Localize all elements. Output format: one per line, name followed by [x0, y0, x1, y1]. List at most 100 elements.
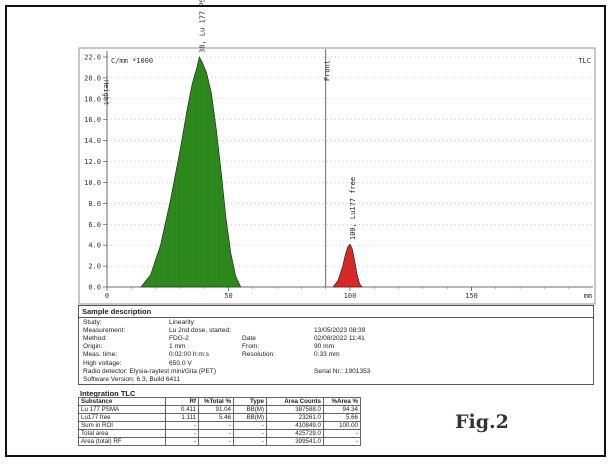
table-cell: Total area: [78, 429, 166, 438]
sample-label2: Resolution:: [242, 351, 275, 359]
table-cell: Lu177 free: [78, 413, 166, 422]
column-header: Rf: [165, 397, 199, 406]
table-cell: BB(M): [233, 413, 267, 422]
sample-value: FDG-2: [169, 335, 189, 343]
table-cell: -: [233, 429, 267, 438]
table-cell: BB(M): [233, 405, 267, 414]
integration-table: Substance Rf %Total % Type Area Counts %Area …: [78, 397, 361, 446]
table-header-row: Substance Rf %Total % Type Area Counts %Area …: [78, 397, 361, 406]
x-unit-label: mm: [584, 292, 592, 300]
sample-value: 1 mm: [169, 343, 186, 351]
table-row: Total area - - -425729.0-: [78, 429, 361, 438]
table-row: Area (total) RF - - -399541.0-: [78, 437, 361, 446]
table-cell: -: [165, 429, 199, 438]
sample-value2: 90 mm: [314, 343, 335, 351]
sample-row: Study: Linearity: [79, 319, 593, 327]
sample-label: High voltage:: [83, 359, 122, 367]
sample-label: Study:: [83, 319, 102, 326]
sample-label2: From:: [242, 343, 260, 351]
table-cell: 410849.0: [266, 421, 324, 430]
y-tick-label: 16.0: [84, 116, 101, 124]
table-cell: -: [165, 421, 199, 430]
y-axis-label: Height: [102, 80, 110, 105]
front-marker-label: Front: [324, 60, 332, 81]
table-cell: -: [323, 429, 361, 438]
sample-label2: Date: [242, 335, 256, 343]
table-cell: Area (total) RF: [78, 437, 166, 446]
y-tick-label: 10.0: [84, 179, 101, 187]
table-cell: 91.04: [198, 405, 234, 414]
y-tick-label: 0.0: [88, 284, 101, 292]
sample-row: Meas. time: 0:02:00 h:m:s Resolution: 0.33 …: [79, 351, 593, 359]
y-tick-label: 14.0: [84, 137, 101, 145]
table-cell: Lu 177 PSMA: [78, 405, 166, 414]
sample-row: Measurement: Lu 2nd dose, started: 13/05/2…: [79, 327, 593, 335]
table-row: Lu 177 PSMA 0.411 91.04 BB(M) 387588.0 94.34: [78, 405, 361, 414]
sample-value: Lu 2nd dose, started:: [169, 327, 231, 335]
x-tick-label: 50: [224, 292, 232, 300]
table-cell: -: [233, 437, 267, 446]
sample-value2: 0.33 mm: [314, 351, 340, 359]
divider: [79, 317, 593, 318]
y-tick-label: 12.0: [84, 158, 101, 166]
table-row: Sum in ROI - - -410849.0 100.00: [78, 421, 361, 430]
integration-title: Integration TLC: [80, 389, 136, 398]
table-cell: 387588.0: [266, 405, 324, 414]
sample-row: Radio detector: Elysia-raytest mini/Gita…: [79, 368, 593, 376]
peak-label-0: 38, Lu 177 PSMA: [198, 0, 206, 53]
sample-label: Method:: [83, 335, 107, 343]
table-cell: -: [323, 437, 361, 446]
y-tick-label: 18.0: [84, 95, 101, 103]
y-unit-label: C/mm *1000: [111, 57, 153, 65]
figure-label: Fig.2: [455, 411, 509, 433]
column-header: Substance: [78, 397, 166, 406]
sample-value2: Serial Nr.: 1901353: [314, 367, 371, 375]
sample-label: Software Version: 6.3, Build 6411: [83, 375, 181, 383]
sample-value: Linearity: [169, 319, 194, 326]
table-cell: 399541.0: [266, 437, 324, 446]
figure-frame: [5, 5, 606, 457]
table-cell: -: [198, 429, 234, 438]
y-tick-label: 2.0: [88, 263, 101, 271]
sample-description-box: Sample description Study: Linearity Measur…: [78, 305, 594, 385]
column-header: %Total %: [198, 397, 234, 406]
x-tick-label: 100: [344, 292, 357, 300]
table-cell: 100.00: [323, 421, 361, 430]
sample-row: Method: FDG-2 Date 02/08/2022 11:41: [79, 335, 593, 343]
table-cell: -: [198, 421, 234, 430]
sample-value: 0:02:00 h:m:s: [169, 351, 209, 359]
table-cell: -: [233, 421, 267, 430]
table-cell: 23261.0: [266, 413, 324, 422]
x-tick-label: 150: [465, 292, 478, 300]
sample-label: Measurement:: [83, 327, 126, 335]
sample-row: Software Version: 6.3, Build 6411: [79, 376, 593, 384]
series-area-0: [140, 56, 242, 288]
sample-row: Origin: 1 mm From: 90 mm: [79, 343, 593, 351]
column-header: Area Counts: [266, 397, 324, 406]
y-tick-label: 22.0: [84, 54, 101, 62]
table-cell: -: [198, 437, 234, 446]
x-tick-label: 0: [105, 292, 109, 300]
top-right-label: TLC: [578, 57, 591, 65]
table-cell: Sum in ROI: [78, 421, 166, 430]
sample-value2: 02/08/2022 11:41: [314, 335, 365, 343]
column-header: %Area %: [323, 397, 361, 406]
peak-label-1: 100, Lu177 free: [349, 177, 357, 240]
series-group: [140, 56, 363, 288]
table-cell: 0.411: [165, 405, 199, 414]
sample-value2: 13/05/2023 08:39: [314, 327, 366, 335]
table-cell: 5.46: [198, 413, 234, 422]
y-tick-label: 4.0: [88, 242, 101, 250]
table-row: Lu177 free 1.111 5.46 BB(M) 23261.0 5.66: [78, 413, 361, 422]
table-cell: 425729.0: [266, 429, 324, 438]
table-cell: 1.111: [165, 413, 199, 422]
plot-border: [78, 47, 596, 305]
y-tick-label: 6.0: [88, 221, 101, 229]
series-area-1: [332, 243, 363, 288]
sample-value: 650.0 V: [169, 359, 192, 367]
y-tick-label: 20.0: [84, 74, 101, 82]
y-tick-label: 8.0: [88, 200, 101, 208]
sample-label: Radio detector: Elysia-raytest mini/Gita…: [83, 367, 217, 375]
sample-description-title: Sample description: [82, 307, 152, 316]
